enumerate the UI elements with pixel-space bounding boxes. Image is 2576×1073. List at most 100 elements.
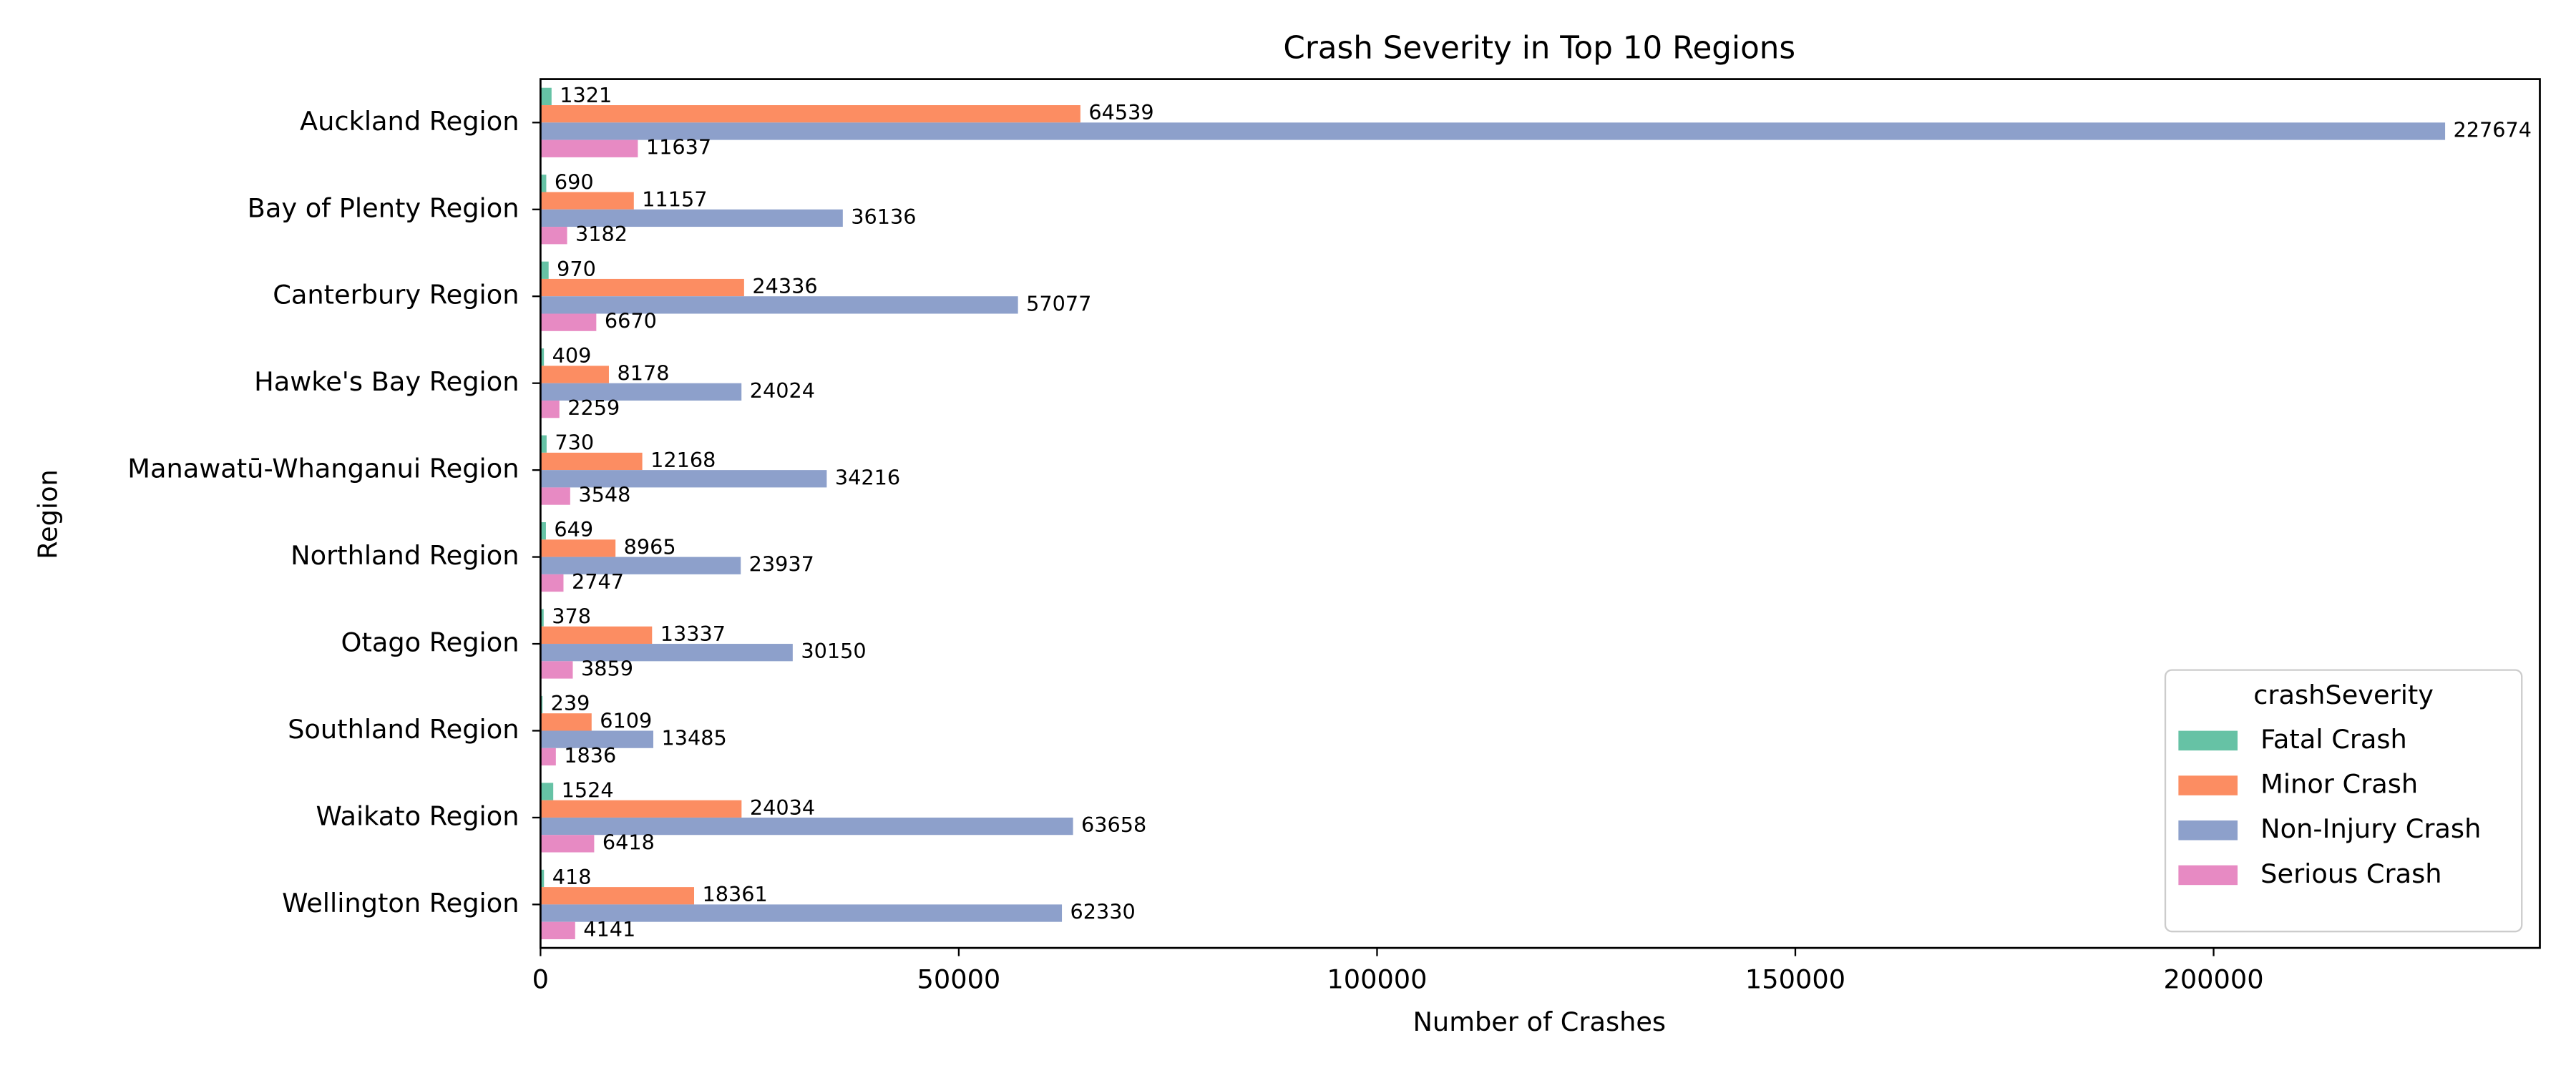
bar [540,175,547,192]
legend-swatch [2178,865,2238,886]
data-label: 3182 [575,222,628,246]
data-label: 13337 [660,622,726,646]
y-tick-label: Southland Region [288,714,519,745]
y-tick-label: Hawke's Bay Region [254,366,519,397]
data-label: 6670 [605,309,657,333]
bar [540,227,567,245]
bar [540,522,546,540]
data-label: 690 [555,170,594,194]
bar [540,557,741,574]
y-tick-label: Manawatū-Whanganui Region [127,454,519,484]
bar [540,348,545,366]
data-label: 57077 [1026,291,1091,315]
bar [540,626,653,645]
legend-label: Serious Crash [2260,858,2441,889]
chart-title: Crash Severity in Top 10 Regions [1283,30,1795,66]
data-label: 2259 [567,396,620,420]
bar [540,783,554,800]
bar [540,470,827,488]
x-tick-label: 100000 [1327,964,1427,995]
legend: crashSeverity Fatal Crash Minor Crash Non-I… [2164,669,2523,933]
data-label: 409 [552,343,592,368]
data-label: 8178 [617,361,669,386]
legend-label: Non-Injury Crash [2260,813,2481,844]
bar [540,730,654,748]
y-tick-label: Wellington Region [282,888,519,918]
data-label: 36136 [851,205,916,229]
data-label: 730 [555,431,594,455]
bar [540,713,592,731]
bar [540,296,1018,314]
data-label: 24034 [750,795,815,820]
data-label: 649 [554,517,593,542]
y-tick-label: Otago Region [341,627,519,658]
bar [540,748,556,766]
data-label: 24336 [752,274,817,298]
bar [540,209,843,227]
bar [540,261,549,279]
bar [540,452,643,471]
data-label: 3548 [578,483,630,507]
data-label: 13485 [661,726,726,750]
bar [540,921,575,939]
y-tick-label: Canterbury Region [273,280,519,310]
bar [540,400,560,418]
legend-swatch [2178,820,2238,841]
bar [540,435,547,453]
bar [540,574,564,592]
data-label: 3859 [581,656,633,680]
bar [540,887,695,905]
bar [540,139,638,157]
x-tick-label: 150000 [1745,964,1845,995]
data-label: 64539 [1088,100,1153,124]
bar [540,835,595,853]
bar [540,487,570,505]
data-label: 378 [552,604,591,629]
data-label: 11637 [646,135,711,160]
data-label: 23937 [749,552,814,577]
bar [540,192,634,210]
bar [540,817,1073,836]
bar [540,904,1063,922]
data-label: 34216 [835,465,900,489]
data-label: 30150 [801,639,866,663]
bar [540,539,616,557]
x-tick-label: 50000 [917,964,1000,995]
data-label: 4141 [583,917,635,941]
y-axis-label: Region [32,469,63,559]
y-tick-label: Waikato Region [316,800,519,831]
legend-title: crashSeverity [2253,680,2434,710]
data-label: 63658 [1081,813,1146,837]
data-label: 970 [557,257,596,281]
data-label: 418 [552,865,592,889]
bar [540,313,597,331]
y-tick-label: Northland Region [291,540,519,571]
bar [540,695,543,714]
data-label: 227674 [2454,117,2532,142]
y-tick-label: Bay of Plenty Region [248,192,519,223]
bar [540,87,552,106]
data-label: 62330 [1070,900,1136,924]
data-label: 1524 [562,778,614,803]
data-label: 11157 [642,187,707,212]
data-label: 6418 [602,830,655,854]
x-tick-label: 200000 [2163,964,2263,995]
x-axis-label: Number of Crashes [1413,1006,1666,1037]
bar [540,609,544,627]
legend-swatch [2178,775,2238,795]
data-label: 1836 [564,743,616,768]
data-label: 12168 [650,448,716,472]
bar [540,278,744,297]
legend-label: Fatal Crash [2260,724,2407,755]
data-label: 239 [551,691,590,715]
data-label: 6109 [600,708,652,733]
x-tick-label: 0 [532,964,549,995]
bar [540,869,545,888]
bar [540,105,1080,123]
legend-frame [2164,669,2523,933]
bar [540,366,609,383]
data-label: 18361 [702,882,767,906]
plot-frame [539,78,2541,949]
